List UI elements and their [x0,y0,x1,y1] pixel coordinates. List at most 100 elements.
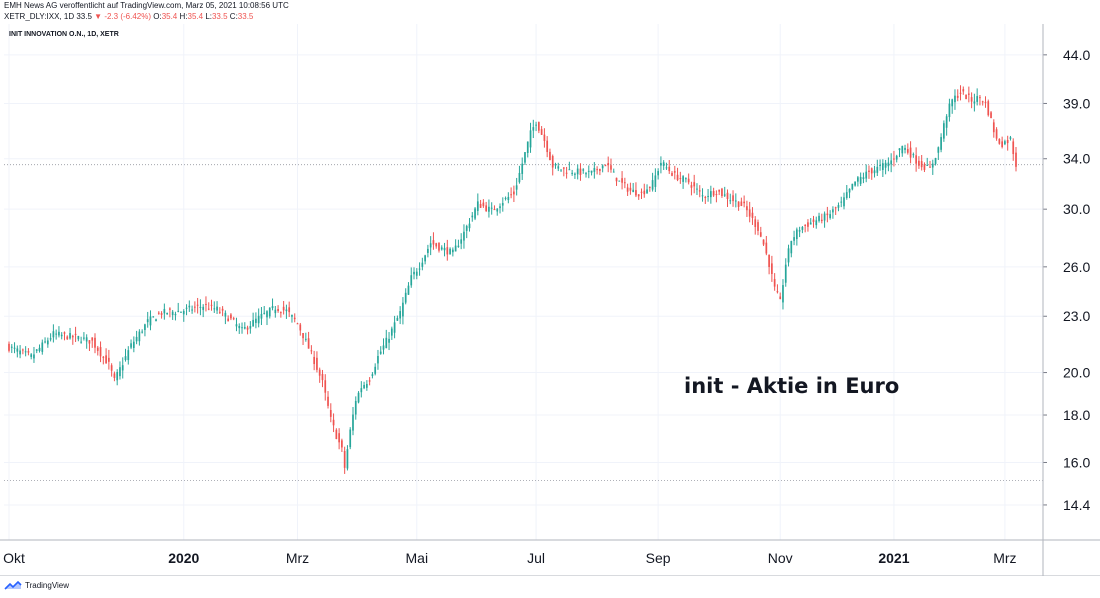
candle-body [967,93,970,95]
candle-body [590,170,593,173]
candle-body [562,167,565,169]
candle-body [518,172,521,183]
candle-body [16,348,19,352]
candle-body [321,373,324,381]
candle-body [91,337,94,341]
candle-body [119,367,121,377]
candle-body [734,200,737,202]
candle-body [565,172,568,174]
candle-body [940,137,942,150]
x-tick-label: 2020 [168,550,199,566]
candle-body [737,201,740,207]
candle-body [307,338,310,349]
candle-body [551,156,554,168]
tradingview-brand[interactable]: TradingView [4,581,69,590]
close-label: C: [229,12,238,21]
candle-body [191,309,193,311]
candle-body [424,255,426,262]
candle-body [881,163,884,171]
candle-body [163,308,166,314]
candle-body [49,338,52,340]
candle-body [587,170,590,172]
candle-body [804,224,807,226]
candle-body [30,354,33,357]
candle-body [280,312,282,314]
candle-body [776,291,779,293]
candle-body [410,275,413,286]
price-chart[interactable]: 44.0 39.0 34.0 30.0 26.0 23.0 20.0 18.0 16.0 14.4… [0,24,1100,576]
candle-body [779,296,782,300]
candle-body [96,347,99,351]
candle-body [127,350,130,361]
candle-body [121,365,124,371]
candle-body [560,169,562,171]
candle-body [845,192,848,198]
candle-body [976,96,979,102]
candle-body [218,311,221,313]
candle-body [676,174,679,181]
candle-body [271,306,274,309]
close-value: 33.5 [237,12,254,21]
candle-body [732,195,734,202]
candle-body [671,172,673,176]
candle-body [723,194,726,196]
candle-body [474,208,476,219]
candle-body [113,373,116,378]
candle-body [19,350,21,355]
candle-body [352,414,354,431]
open-value: 35.4 [161,12,178,21]
candle-body [873,170,876,174]
candle-body [55,333,58,335]
candle-body [160,313,163,315]
candle-body [535,124,537,126]
candle-body [1004,141,1006,145]
candle-body [529,130,532,148]
candle-body [637,194,640,197]
candle-body [726,192,729,199]
candle-body [130,343,132,348]
candle-body [954,95,956,103]
candle-body [8,343,10,351]
candle-body [593,167,596,172]
candle-body [144,324,146,331]
candle-body [501,203,504,206]
candle-body [990,112,992,119]
candle-body [221,308,224,311]
candle-body [851,183,854,190]
candle-body [343,451,346,468]
candle-body [962,89,965,92]
candle-body [610,165,612,170]
candle-body [360,388,363,393]
candle-body [787,248,790,263]
candle-body [27,351,30,353]
candle-body [493,209,496,211]
candle-body [618,180,621,182]
candle-body [662,162,665,166]
candle-body [832,209,834,213]
candle-body [293,317,296,320]
candle-body [310,350,313,352]
candle-body [465,226,468,231]
candle-body [707,195,709,197]
candle-body [476,201,479,211]
candle-body [149,316,152,326]
candle-body [224,312,227,317]
candle-body [94,337,96,348]
candle-body [698,190,701,192]
candle-body [177,310,180,312]
candle-body [879,164,881,166]
candle-body [385,337,388,349]
candle-body [540,129,543,135]
candle-body [22,349,24,351]
candle-body [202,306,205,310]
candle-body [748,209,751,217]
candle-body [826,213,829,216]
candle-body [374,366,377,374]
candle-body [185,307,188,309]
candle-body [809,222,812,225]
candle-body [205,303,207,306]
candle-body [496,208,499,212]
candle-body [216,306,218,311]
candle-body [124,356,127,361]
candle-body [868,170,870,173]
